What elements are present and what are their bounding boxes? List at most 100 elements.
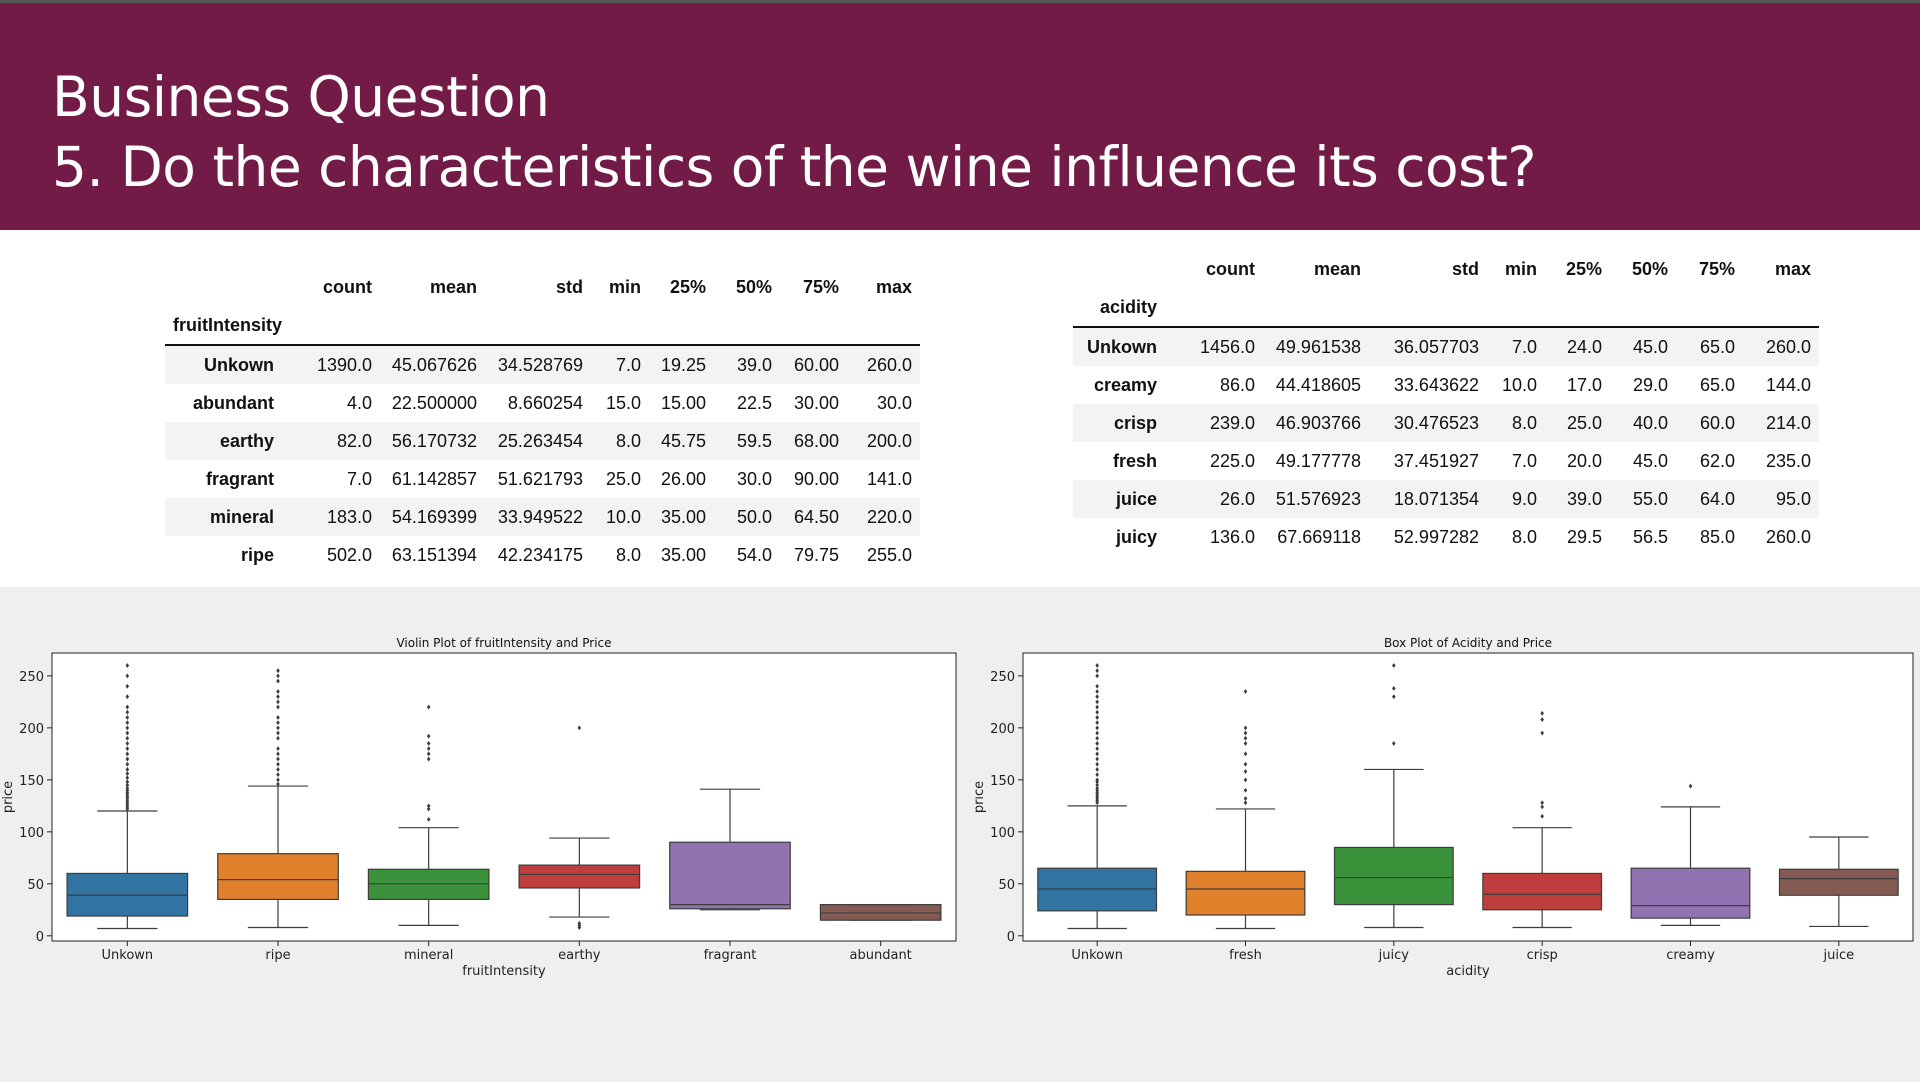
table-row: crisp 239.0 46.903766 30.476523 8.0 25.0… — [1073, 404, 1819, 442]
outlier-point — [1243, 735, 1248, 741]
table-cell: 45.0 — [1632, 450, 1668, 471]
outlier-point — [1243, 787, 1248, 793]
outlier-point — [577, 920, 582, 926]
y-axis-label: price — [975, 781, 987, 813]
table-cell: 35.00 — [660, 544, 706, 565]
acidity-box-chart: Box Plot of Acidity and Price 0 50 100 150 20… — [975, 636, 1914, 979]
outlier-point — [125, 663, 130, 668]
outlier-point — [1095, 709, 1099, 715]
y-axis-label: price — [1, 781, 16, 813]
box-crisp — [1482, 710, 1603, 929]
column-header: mean — [429, 276, 477, 297]
table-cell: 56.170732 — [380, 422, 485, 460]
table-cell: 10.0 — [1501, 374, 1537, 395]
table-cell: 26.00 — [660, 468, 706, 489]
table-cell: 15.0 — [605, 392, 641, 413]
outlier-point — [276, 751, 280, 757]
table-cell: 49.961538 — [1263, 326, 1369, 366]
y-tick-label: 0 — [36, 930, 44, 945]
outlier-point — [125, 673, 130, 679]
table-cell: 51.621793 — [497, 468, 583, 489]
table-cell: 64.0 — [1676, 480, 1743, 518]
box-body — [217, 853, 339, 901]
x-tick-label: ripe — [265, 948, 290, 963]
outlier-point — [1095, 785, 1099, 791]
plot-area — [52, 653, 956, 941]
box-Unkown — [66, 663, 189, 930]
outlier-point — [1095, 683, 1099, 689]
outlier-point — [125, 782, 130, 788]
column-header: min — [1504, 258, 1537, 279]
outlier-point — [1095, 704, 1099, 710]
outlier-point — [1095, 663, 1099, 668]
column-header: std — [556, 276, 583, 297]
column-header: min — [608, 276, 641, 297]
y-tick-label: 150 — [19, 774, 44, 789]
outlier-point — [125, 771, 130, 777]
row-label: ripe — [240, 544, 274, 565]
slide-question: 5. Do the characteristics of the wine in… — [52, 135, 1537, 199]
table-cell: 68.00 — [780, 422, 847, 460]
row-label: fresh — [1112, 450, 1157, 471]
outlier-point — [1243, 761, 1248, 767]
table-cell: 19.25 — [649, 344, 714, 384]
table-cell: 35.00 — [649, 498, 714, 536]
x-tick-label: mineral — [404, 948, 453, 963]
outlier-point — [276, 735, 280, 741]
table-cell: 36.057703 — [1369, 326, 1487, 366]
fruit-intensity-stats-table: count mean std min 25% 50% 75% max fruit… — [165, 268, 920, 574]
table-cell: 235.0 — [1765, 450, 1811, 471]
table-cell: 59.5 — [714, 422, 780, 460]
table-cell: 8.0 — [1511, 526, 1537, 547]
fruit-intensity-box-chart: Violin Plot of fruitIntensity and Price 0… — [1, 636, 957, 979]
outlier-point — [1095, 689, 1099, 694]
outlier-point — [1392, 741, 1396, 746]
box-earthy — [518, 725, 641, 930]
outlier-point — [125, 756, 130, 762]
outlier-point — [125, 767, 130, 772]
table-cell: 136.0 — [1209, 526, 1255, 547]
outlier-point — [276, 673, 280, 679]
outlier-point — [1540, 813, 1544, 819]
table-cell: 33.643622 — [1393, 374, 1479, 395]
outlier-point — [1243, 730, 1248, 736]
table-cell: 18.071354 — [1369, 480, 1487, 518]
outlier-point — [577, 725, 582, 731]
table-cell: 67.669118 — [1277, 526, 1361, 547]
outlier-point — [1540, 730, 1544, 736]
table-cell: 22.5 — [736, 392, 772, 413]
table-cell: 255.0 — [866, 544, 912, 565]
outlier-point — [426, 741, 431, 746]
outlier-point — [125, 775, 130, 781]
table-cell: 22.500000 — [391, 392, 477, 413]
column-header: max — [1774, 258, 1811, 279]
table-cell: 25.0 — [605, 468, 641, 489]
chart-title: Violin Plot of fruitIntensity and Price — [396, 636, 611, 650]
outlier-point — [1095, 673, 1099, 679]
outlier-point — [1095, 694, 1099, 700]
outlier-point — [1243, 689, 1248, 694]
outlier-point — [1392, 685, 1396, 691]
index-name-row: acidity — [1073, 288, 1819, 327]
table-row: Unkown 1390.0 45.067626 34.528769 7.0 19… — [165, 344, 920, 384]
table-cell: 30.476523 — [1369, 404, 1487, 442]
table-cell: 65.0 — [1699, 374, 1735, 395]
outlier-point — [276, 730, 280, 736]
x-tick-label: Unkown — [1071, 948, 1123, 963]
outlier-point — [276, 689, 280, 694]
outlier-point — [1095, 761, 1099, 767]
table-cell: 30.00 — [793, 392, 839, 413]
table-cell: 51.576923 — [1263, 480, 1369, 518]
row-label: juicy — [1115, 526, 1157, 547]
table-cell: 17.0 — [1566, 374, 1602, 395]
outlier-point — [276, 699, 280, 705]
x-tick-label: juicy — [1378, 948, 1410, 963]
table-cell: 61.142857 — [391, 468, 477, 489]
outlier-point — [125, 709, 130, 715]
row-label: crisp — [1073, 404, 1165, 442]
outlier-point — [1095, 735, 1099, 741]
y-tick-label: 150 — [990, 774, 1015, 789]
outlier-point — [426, 803, 431, 809]
x-tick-label: juice — [1823, 948, 1855, 963]
table-cell: 62.0 — [1699, 450, 1735, 471]
